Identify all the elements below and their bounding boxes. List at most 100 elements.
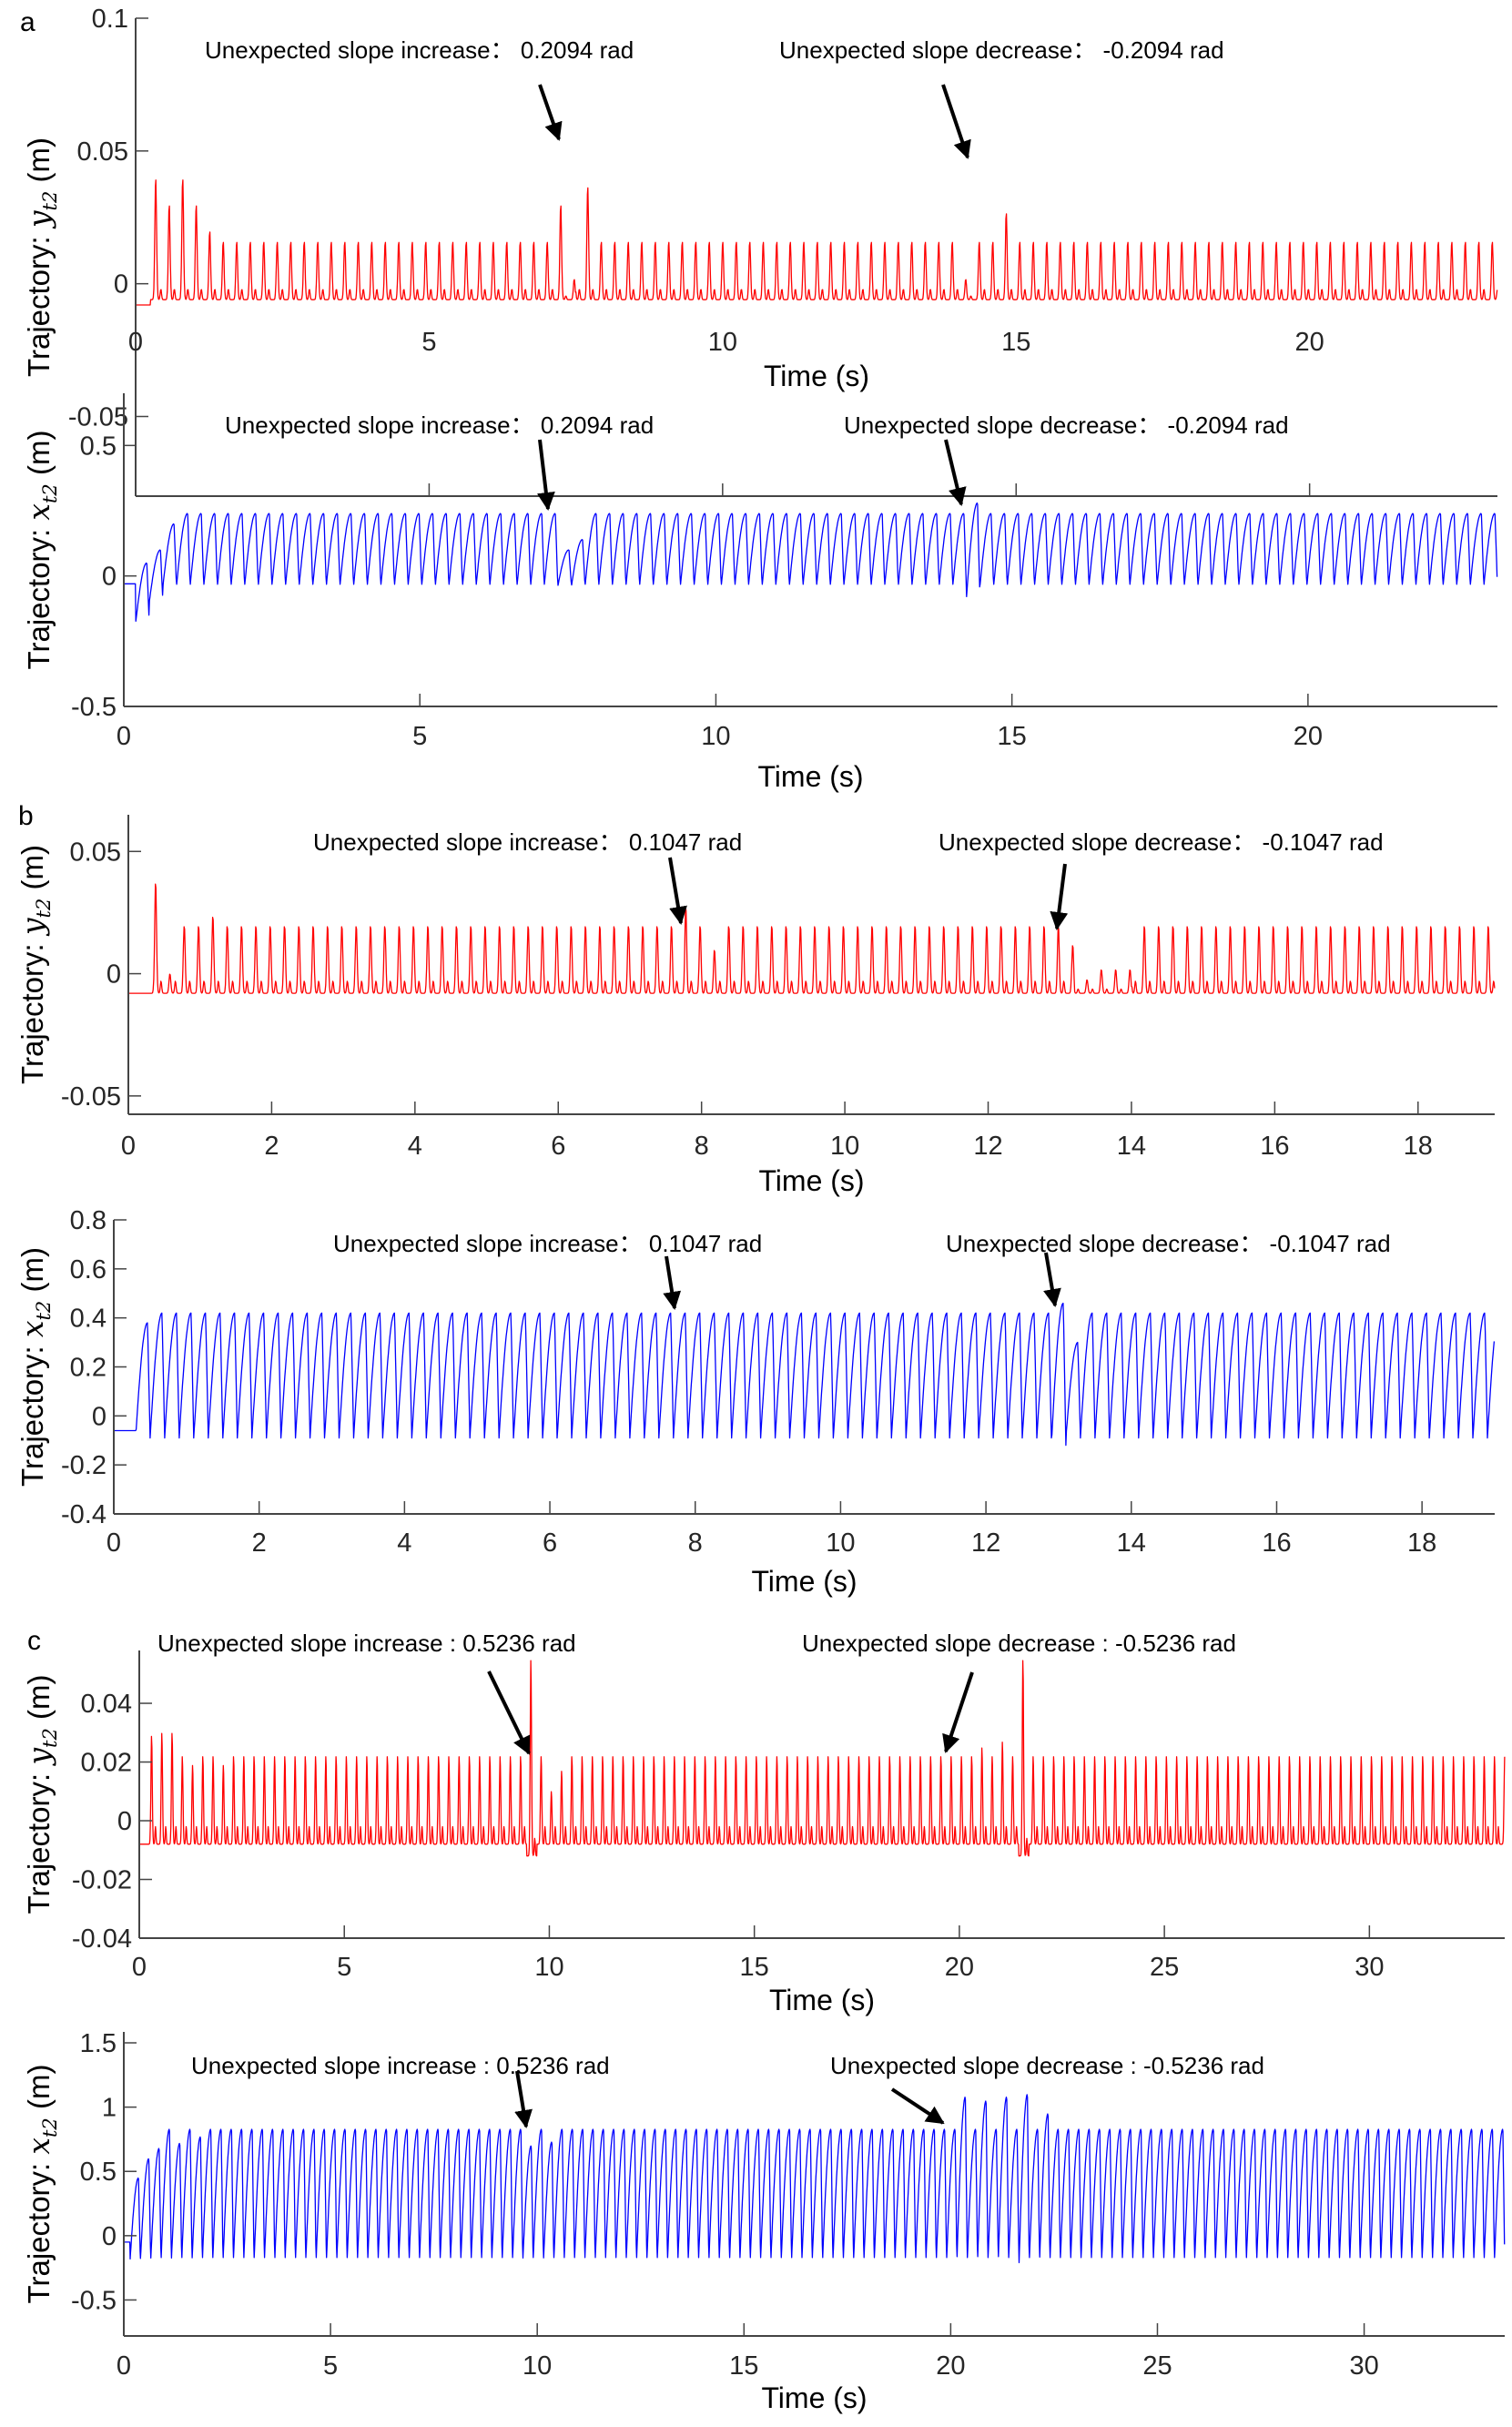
annotation-arrow (663, 1255, 682, 1310)
x-tick-label: 18 (1404, 1132, 1433, 1161)
y-label-unit: (m) (22, 431, 56, 484)
x-tick-label: 10 (534, 1953, 563, 1982)
y-tick-label: 0 (92, 1402, 107, 1431)
y-axis-label: Trajectory: xt2 (m) (15, 1247, 55, 1487)
x-tick-label: 25 (1150, 1953, 1179, 1982)
y-tick-label: 0.05 (70, 838, 121, 867)
trajectory-line (138, 1660, 1506, 1857)
y-label-subscript: t2 (33, 1301, 55, 1321)
y-axis-label: Trajectory: xt2 (m) (21, 2065, 61, 2304)
y-label-unit: (m) (22, 137, 56, 191)
annotation-arrow (487, 1670, 531, 1755)
annotation-arrow (944, 439, 967, 506)
chart-panel-4: 0 2 4 6 8 10 12 14 16 18 -0.4 -0.2 0 0.2 0.4 0.6 0.8 Time… (15, 1206, 1496, 1598)
y-tick-label: -0.04 (72, 1924, 132, 1954)
x-tick-label: 20 (1295, 328, 1324, 357)
annotation-arrow (514, 2070, 533, 2128)
y-label-prefix: Trajectory: (15, 1337, 49, 1487)
x-tick-label: 2 (264, 1132, 279, 1161)
x-tick-label: 8 (695, 1132, 709, 1161)
y-axis-label: Trajectory: yt2 (m) (21, 137, 61, 377)
x-tick-label: 0 (117, 722, 131, 751)
x-tick-label: 16 (1260, 1132, 1289, 1161)
y-label-prefix: Trajectory: (22, 228, 56, 377)
y-tick-label: 0.4 (70, 1305, 107, 1334)
y-label-unit: (m) (22, 1675, 56, 1729)
annotation-arrow (536, 439, 555, 511)
y-tick-label: 1.5 (80, 2029, 117, 2058)
annotation-text: Unexpected slope decrease : -0.5236 rad (802, 1630, 1236, 1657)
annotation-arrow (668, 857, 687, 925)
y-tick-label: 0.5 (80, 2158, 117, 2187)
annotation-text: Unexpected slope increase： 0.1047 rad (333, 1230, 762, 1257)
y-tick-label: 1 (102, 2094, 117, 2123)
trajectory-line (123, 502, 1498, 623)
annotation-text: Unexpected slope increase : 0.5236 rad (191, 2052, 610, 2079)
y-label-subscript: t2 (39, 1728, 61, 1748)
x-tick-label: 0 (107, 1528, 121, 1558)
annotation-text: Unexpected slope increase： 0.2094 rad (205, 36, 634, 64)
y-axis-label: Trajectory: xt2 (m) (21, 431, 61, 670)
y-tick-label: 0.5 (80, 432, 117, 461)
y-label-unit: (m) (22, 2065, 56, 2118)
x-tick-label: 0 (132, 1953, 147, 1982)
y-label-prefix: Trajectory: (22, 521, 56, 670)
y-label-prefix: Trajectory: (15, 935, 49, 1084)
x-axis-label: Time (s) (751, 1565, 857, 1598)
x-axis-label: Time (s) (769, 1984, 875, 2016)
y-label-symbol: y (21, 1748, 56, 1767)
x-tick-label: 10 (830, 1132, 859, 1161)
y-label-prefix: Trajectory: (22, 1765, 56, 1914)
y-tick-label: 0 (117, 1807, 132, 1836)
x-tick-label: 10 (708, 328, 737, 357)
x-tick-label: 14 (1117, 1528, 1146, 1558)
x-axis-label: Time (s) (757, 760, 863, 793)
x-tick-label: 16 (1262, 1528, 1291, 1558)
x-tick-label: 14 (1117, 1132, 1146, 1161)
y-tick-label: 0.04 (81, 1690, 132, 1719)
annotation-text: Unexpected slope increase： 0.1047 rad (313, 828, 742, 856)
y-tick-label: -0.05 (68, 403, 128, 432)
y-tick-label: 0.8 (70, 1206, 107, 1235)
x-tick-label: 4 (408, 1132, 422, 1161)
y-tick-label: -0.4 (61, 1500, 107, 1529)
annotation-text: Unexpected slope decrease： -0.2094 rad (844, 411, 1289, 439)
annotation-arrow (942, 1671, 974, 1753)
annotation-arrow (890, 2087, 945, 2125)
x-tick-label: 30 (1355, 1953, 1384, 1982)
y-axis-label: Trajectory: yt2 (m) (21, 1675, 61, 1914)
panel-label: b (18, 801, 34, 831)
y-label-subscript: t2 (39, 191, 61, 211)
y-tick-label: -0.02 (72, 1866, 132, 1895)
annotation-text: Unexpected slope increase： 0.2094 rad (225, 411, 654, 439)
trajectory-line (135, 179, 1498, 306)
y-tick-label: 0 (102, 563, 117, 592)
x-tick-label: 20 (936, 2351, 965, 2381)
y-tick-label: -0.5 (71, 2286, 117, 2315)
x-tick-label: 18 (1407, 1528, 1436, 1558)
x-tick-label: 15 (740, 1953, 769, 1982)
y-tick-label: 0 (107, 960, 121, 990)
x-tick-label: 4 (397, 1528, 411, 1558)
y-tick-label: 0.02 (81, 1749, 132, 1778)
annotation-text: Unexpected slope decrease : -0.5236 rad (830, 2052, 1264, 2079)
chart-panel-1: 0 5 10 15 20 -0.05 0 0.05 0.1 Time (s) Trajectory:… (20, 5, 1498, 497)
y-label-prefix: Trajectory: (22, 2155, 56, 2304)
y-tick-label: -0.2 (61, 1451, 107, 1480)
annotation-text: Unexpected slope decrease： -0.1047 rad (939, 828, 1384, 856)
y-label-symbol: y (15, 918, 50, 937)
y-tick-label: 0.1 (92, 5, 128, 34)
x-tick-label: 15 (729, 2351, 758, 2381)
chart-panel-5: 0 5 10 15 20 25 30 -0.04 -0.02 0 0.02 0.04 Time (s) T… (21, 1626, 1506, 2016)
x-tick-label: 5 (323, 2351, 338, 2381)
y-tick-label: -0.05 (61, 1082, 121, 1112)
y-label-unit: (m) (15, 1247, 49, 1301)
panel-label: c (27, 1626, 41, 1656)
annotation-text: Unexpected slope decrease： -0.2094 rad (779, 36, 1224, 64)
x-tick-label: 5 (412, 722, 427, 751)
y-axis-label: Trajectory: yt2 (m) (15, 845, 55, 1084)
x-tick-label: 0 (117, 2351, 131, 2381)
y-label-symbol: x (21, 2138, 56, 2155)
